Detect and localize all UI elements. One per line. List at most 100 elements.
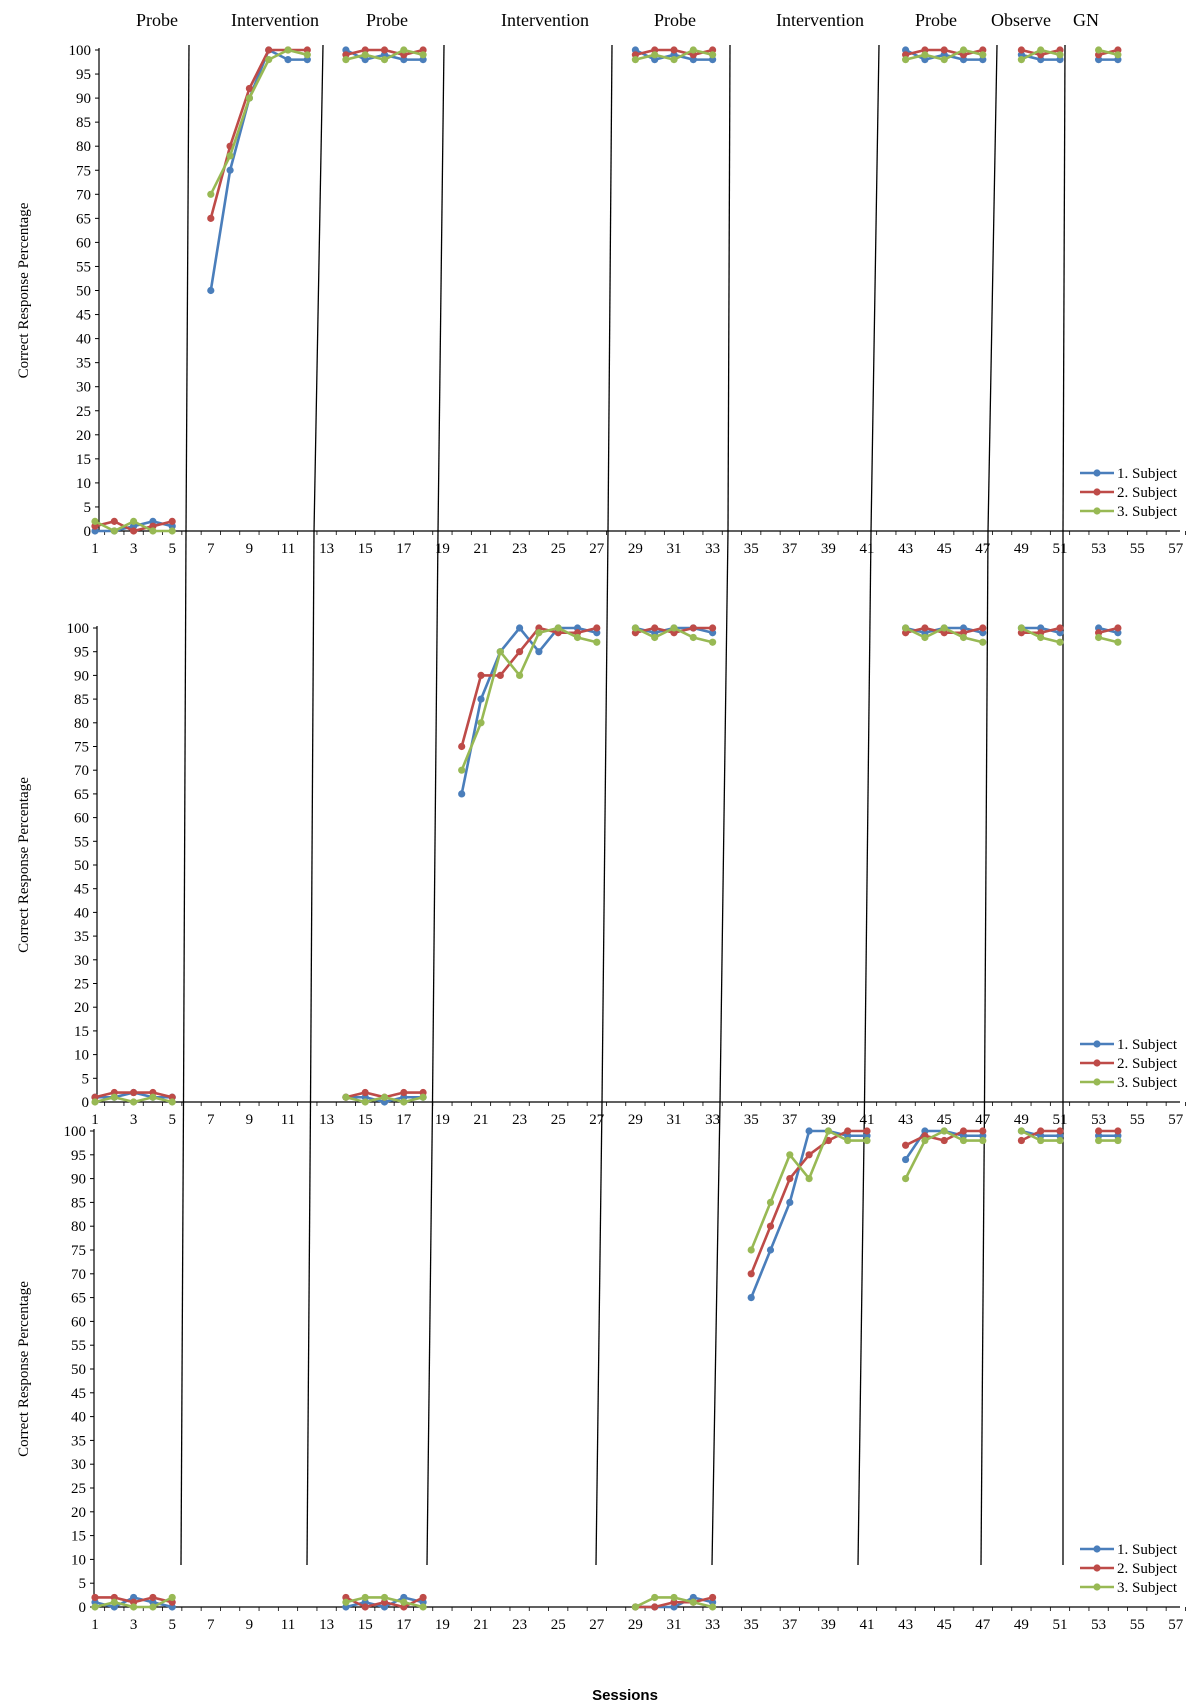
x-tick-label: 11 (281, 541, 295, 557)
y-tick-label: 80 (71, 1219, 86, 1235)
x-tick-label: 13 (319, 1112, 334, 1128)
x-tick-label: 45 (937, 1617, 952, 1633)
data-point (670, 1593, 678, 1602)
x-tick-label: 23 (512, 1112, 527, 1128)
x-tick-label: 49 (1014, 1617, 1029, 1633)
data-point (631, 1603, 640, 1611)
phase-label: Probe (915, 10, 957, 30)
x-tick-label: 29 (628, 1617, 643, 1633)
data-point (979, 624, 987, 632)
y-tick-label: 0 (79, 1600, 87, 1616)
data-point (979, 1136, 987, 1145)
data-point (516, 671, 524, 680)
data-point (1017, 624, 1025, 632)
data-point (361, 1098, 369, 1106)
x-tick-label: 17 (396, 541, 412, 557)
x-tick-label: 53 (1091, 541, 1106, 557)
data-point (149, 527, 157, 535)
x-tick-label: 9 (246, 1617, 254, 1633)
x-tick-label: 39 (821, 541, 836, 557)
data-point (670, 624, 678, 632)
x-tick-label: 53 (1091, 1617, 1106, 1633)
phase-label: Probe (366, 10, 408, 30)
x-tick-label: 3 (130, 541, 138, 557)
data-point (168, 517, 176, 525)
legend-marker (1093, 1059, 1101, 1067)
data-point (805, 1175, 813, 1183)
data-point (940, 1127, 948, 1135)
data-point (747, 1294, 755, 1302)
y-tick-label: 85 (71, 1195, 86, 1211)
data-point (979, 1127, 987, 1135)
phase-label: GN (1073, 10, 1099, 30)
x-tick-label: 19 (435, 1617, 450, 1633)
data-point (902, 624, 910, 632)
data-point (709, 638, 717, 646)
phase-label: Probe (654, 10, 696, 30)
legend-label: 3. Subject (1117, 1075, 1178, 1091)
x-tick-label: 25 (551, 541, 566, 557)
data-point (940, 1136, 948, 1145)
legend-label: 1. Subject (1117, 1037, 1178, 1053)
data-point (91, 1593, 99, 1602)
x-tick-label: 47 (975, 1112, 991, 1128)
data-point (902, 1141, 910, 1149)
y-tick-label: 30 (71, 1457, 86, 1473)
legend-label: 3. Subject (1117, 1580, 1178, 1596)
data-point (1114, 638, 1122, 646)
data-point (805, 1151, 813, 1159)
data-point (1017, 1136, 1025, 1145)
y-tick-label: 45 (71, 1386, 86, 1402)
y-tick-label: 55 (74, 834, 89, 850)
data-point (959, 46, 968, 54)
x-tick-label: 21 (474, 1617, 489, 1633)
data-point (921, 624, 929, 632)
x-tick-label: 23 (512, 1617, 527, 1633)
phase-label: Observe (991, 10, 1051, 30)
x-tick-label: 19 (435, 541, 450, 557)
data-point (130, 1098, 138, 1106)
data-point (458, 766, 466, 774)
phase-change-line (437, 44, 445, 533)
x-tick-label: 41 (860, 1112, 875, 1128)
y-tick-label: 15 (76, 452, 91, 468)
y-tick-label: 90 (76, 91, 91, 107)
x-tick-label: 37 (782, 1112, 798, 1128)
data-point (245, 84, 253, 93)
y-tick-label: 20 (71, 1505, 86, 1521)
x-tick-label: 11 (281, 1617, 295, 1633)
x-tick-label: 15 (358, 1617, 373, 1633)
data-point (844, 1136, 852, 1145)
data-point (747, 1270, 755, 1278)
data-point (959, 1136, 968, 1145)
y-tick-label: 55 (76, 259, 91, 275)
y-tick-label: 80 (74, 716, 89, 732)
y-tick-label: 60 (74, 811, 89, 827)
x-tick-label: 35 (744, 1112, 759, 1128)
data-point (361, 51, 369, 59)
data-point (959, 633, 968, 642)
x-tick-label: 41 (860, 1617, 875, 1633)
data-point (1095, 1136, 1103, 1145)
data-point (593, 624, 601, 632)
chart-panel-3: 0510152025303540455055606570758085909510… (16, 1102, 1186, 1633)
x-tick-label: 31 (667, 1617, 682, 1633)
data-point (709, 624, 717, 632)
data-point (670, 46, 678, 54)
x-tick-label: 57 (1168, 541, 1184, 557)
y-tick-label: 70 (76, 187, 91, 203)
x-tick-label: 39 (821, 1617, 836, 1633)
data-point (110, 527, 118, 535)
y-tick-label: 40 (71, 1410, 86, 1426)
phase-change-line (1062, 44, 1066, 533)
data-point (380, 1093, 389, 1101)
x-tick-label: 31 (667, 1112, 682, 1128)
data-point (689, 633, 697, 642)
data-point (1114, 1127, 1122, 1135)
y-tick-label: 70 (74, 763, 89, 779)
x-tick-label: 55 (1130, 541, 1145, 557)
data-point (168, 1593, 176, 1602)
data-point (689, 624, 697, 632)
series-line (209, 48, 308, 291)
